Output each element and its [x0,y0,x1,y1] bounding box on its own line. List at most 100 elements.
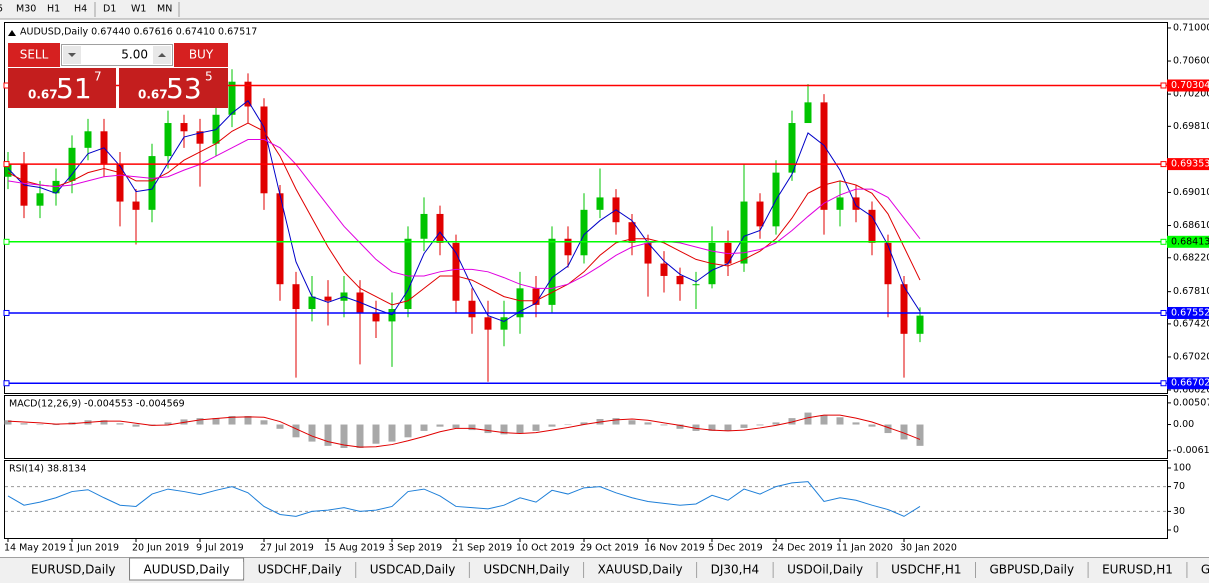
candle-body [4,164,12,177]
level-handle [1160,238,1167,245]
candle-body [308,296,316,310]
tab-label[interactable]: GBPUSD,Daily [990,563,1075,577]
tabs: EURUSD,Daily AUDUSD,Daily USDCHF,Daily USDC… [31,557,1209,581]
macd-bar [628,420,636,425]
macd-bar [804,412,812,425]
candle-body [436,213,444,243]
timeframe[interactable]: MN [157,4,172,15]
tab-label[interactable]: USDOil,Daily [787,563,863,577]
macd-bar [20,423,28,425]
x-tick-label: 29 Oct 2019 [580,543,639,554]
timeframe[interactable]: W1 [131,4,146,15]
candle-body [244,81,252,107]
level-label-box [1167,235,1209,248]
buy-button[interactable] [174,43,228,67]
x-tick-label: 11 Jan 2020 [836,543,893,554]
candle-body [596,197,604,210]
volume-field[interactable] [61,44,173,66]
candle-body [196,131,204,144]
tab-label[interactable]: GBPAUD,H1 [1201,563,1209,577]
candle-body [660,263,668,276]
tab-label[interactable]: AUDUSD,Daily [144,563,230,577]
charts: 0.71000 0.70600 0.70200 0.69810 0.69010 0.686… [3,22,1209,554]
sell-label: SELL [20,48,49,62]
x-tick-label: 20 Jun 2019 [132,543,189,554]
tab-label[interactable]: USDCHF,Daily [258,563,342,577]
candle-body [228,81,236,115]
candle-body [516,288,524,318]
candle-body [868,209,876,243]
candle-body [916,315,924,334]
timeframe[interactable]: 5 [0,4,3,15]
macd-bar [420,424,428,431]
level-label-box [1167,377,1209,390]
macd-bar [836,417,844,425]
macd-bar [900,424,908,440]
candle-body [692,284,700,286]
sell-button[interactable] [8,43,60,67]
timeframe[interactable]: M30 [16,4,36,15]
y-tick-label: 0.68220 [1173,252,1209,263]
x-tick-label: 5 Dec 2019 [708,543,763,554]
timeframe[interactable]: H4 [74,4,87,15]
macd-bar [388,424,396,442]
x-tick-label: 10 Oct 2019 [516,543,575,554]
macd-bar [740,424,748,428]
candle-body [404,238,412,310]
macd-bar [660,424,668,426]
ask-box[interactable] [119,68,228,108]
x-tick-label: 9 Jul 2019 [196,543,244,554]
macd-bar [164,422,172,425]
level-handle [1160,82,1167,89]
macd-bar [116,423,124,425]
level-label-box [1167,158,1209,171]
tab-label[interactable]: USDCHF,H1 [891,563,961,577]
macd-bar [260,420,268,425]
y-tick-label: 0.69810 [1173,121,1209,132]
x-tick-label: 30 Jan 2020 [900,543,957,554]
toolbar [0,0,1209,19]
timeframe[interactable]: D1 [103,4,116,15]
candle-body [500,317,508,330]
macd-bar [356,424,364,448]
tab-label[interactable]: EURUSD,H1 [1102,563,1173,577]
y-tick-label: 0.71000 [1173,22,1209,33]
candle-body [132,201,140,210]
timeframe[interactable]: H1 [47,4,60,15]
tab-label[interactable]: USDCAD,Daily [370,563,456,577]
x-tick-label: 21 Sep 2019 [452,543,512,554]
macd-bar [372,424,380,444]
tab-label[interactable]: EURUSD,Daily [31,563,116,577]
candle-body [84,131,92,148]
level-handle [3,309,10,316]
candle-body [820,102,828,210]
y-tick-label: 100 [1173,463,1191,474]
y-tick-label: 0.68610 [1173,220,1209,231]
x-tick-label: 3 Sep 2019 [388,543,442,554]
tab-label[interactable]: XAUUSD,Daily [598,563,683,577]
tab-label[interactable]: USDCNH,Daily [483,563,569,577]
candle-body [276,193,284,285]
y-tick-label: 70 [1173,481,1185,492]
candle-body [324,296,332,301]
candle-body [148,156,156,210]
candle-body [788,123,796,173]
collapse-icon[interactable] [8,30,16,36]
macd-bar [516,424,524,434]
candle-body [740,201,748,264]
moving-average [7,139,921,289]
candle-body [372,313,380,322]
level-handle [1160,309,1167,316]
ask-small: 5 [205,70,213,84]
candle-body [36,193,44,206]
bid-box[interactable] [8,68,116,108]
macd-bar [244,415,252,425]
macd-bar [436,424,444,427]
candle-body [756,201,764,227]
y-tick-label: 0.005076 [1173,397,1209,408]
candle-body [532,288,540,305]
tab-label[interactable]: DJ30,H4 [711,563,760,577]
y-tick-label: -0.006148 [1173,445,1209,456]
